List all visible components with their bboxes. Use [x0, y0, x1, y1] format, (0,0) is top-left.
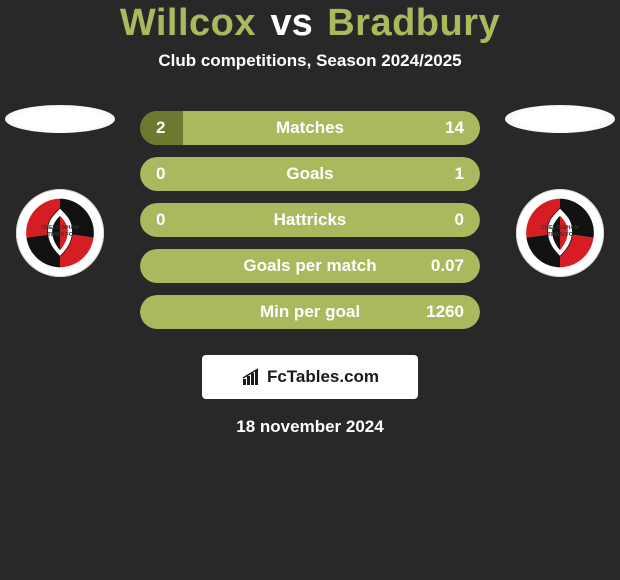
stat-value-left: 0	[140, 210, 198, 230]
stat-value-left: 0	[140, 164, 198, 184]
stat-value-right: 1260	[422, 302, 480, 322]
stat-row: 0Goals1	[140, 157, 480, 191]
crest-text-top: CHELTENHAM	[541, 225, 579, 231]
body-area: CHELTENHAM TOWN FC CHELTENHAM TO	[0, 111, 620, 331]
badge-text: FcTables.com	[267, 367, 379, 387]
player-silhouette-right	[505, 105, 615, 133]
crest-svg-left: CHELTENHAM TOWN FC	[21, 194, 99, 272]
player-slot-left: CHELTENHAM TOWN FC	[0, 105, 120, 277]
stat-label: Min per goal	[198, 302, 422, 322]
player-slot-right: CHELTENHAM TOWN FC	[500, 105, 620, 277]
source-badge: FcTables.com	[202, 355, 418, 399]
crest-text-bottom: TOWN FC	[47, 232, 72, 238]
title-row: Willcox vs Bradbury	[0, 2, 620, 45]
stat-row: Goals per match0.07	[140, 249, 480, 283]
date-line: 18 november 2024	[0, 417, 620, 437]
stat-label: Goals	[198, 164, 422, 184]
stat-row: 2Matches14	[140, 111, 480, 145]
stat-value-right: 14	[422, 118, 480, 138]
stat-row: Min per goal1260	[140, 295, 480, 329]
club-crest-right: CHELTENHAM TOWN FC	[516, 189, 604, 277]
crest-text-bottom: TOWN FC	[547, 232, 572, 238]
page-root: Willcox vs Bradbury Club competitions, S…	[0, 0, 620, 580]
title-vs: vs	[260, 2, 322, 45]
stat-value-left: 2	[140, 118, 198, 138]
stat-value-right: 0.07	[422, 256, 480, 276]
stats-column: 2Matches140Goals10Hattricks0Goals per ma…	[140, 111, 480, 341]
subtitle: Club competitions, Season 2024/2025	[0, 51, 620, 71]
stat-label: Hattricks	[198, 210, 422, 230]
title-right-name: Bradbury	[327, 2, 500, 45]
club-crest-left: CHELTENHAM TOWN FC	[16, 189, 104, 277]
crest-text-top: CHELTENHAM	[41, 225, 79, 231]
stat-value-right: 1	[422, 164, 480, 184]
crest-svg-right: CHELTENHAM TOWN FC	[521, 194, 599, 272]
bar-chart-icon	[241, 367, 261, 387]
stat-label: Goals per match	[198, 256, 422, 276]
stat-label: Matches	[198, 118, 422, 138]
stat-row: 0Hattricks0	[140, 203, 480, 237]
player-silhouette-left	[5, 105, 115, 133]
stat-value-right: 0	[422, 210, 480, 230]
title-left-name: Willcox	[120, 2, 256, 45]
